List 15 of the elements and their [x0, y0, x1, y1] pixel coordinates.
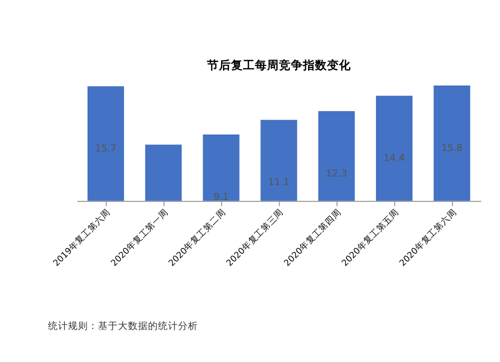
- bar: [202, 134, 240, 201]
- data-label: 9.1: [214, 192, 229, 203]
- bar: [434, 86, 470, 201]
- data-label: 11.1: [268, 177, 290, 188]
- data-label: 14.4: [384, 153, 405, 164]
- bar: [318, 111, 355, 201]
- bar: [260, 120, 298, 201]
- data-label: 15.8: [441, 142, 463, 154]
- bar: [376, 96, 412, 201]
- data-label: 12.3: [326, 168, 348, 180]
- data-label: 15.7: [95, 144, 116, 155]
- bar: [88, 86, 124, 201]
- bar: [145, 144, 182, 201]
- chart-title: 节后复工每周竞争指数变化: [206, 58, 352, 72]
- text: 统计规则：基于大数据的统计分析: [48, 320, 198, 332]
